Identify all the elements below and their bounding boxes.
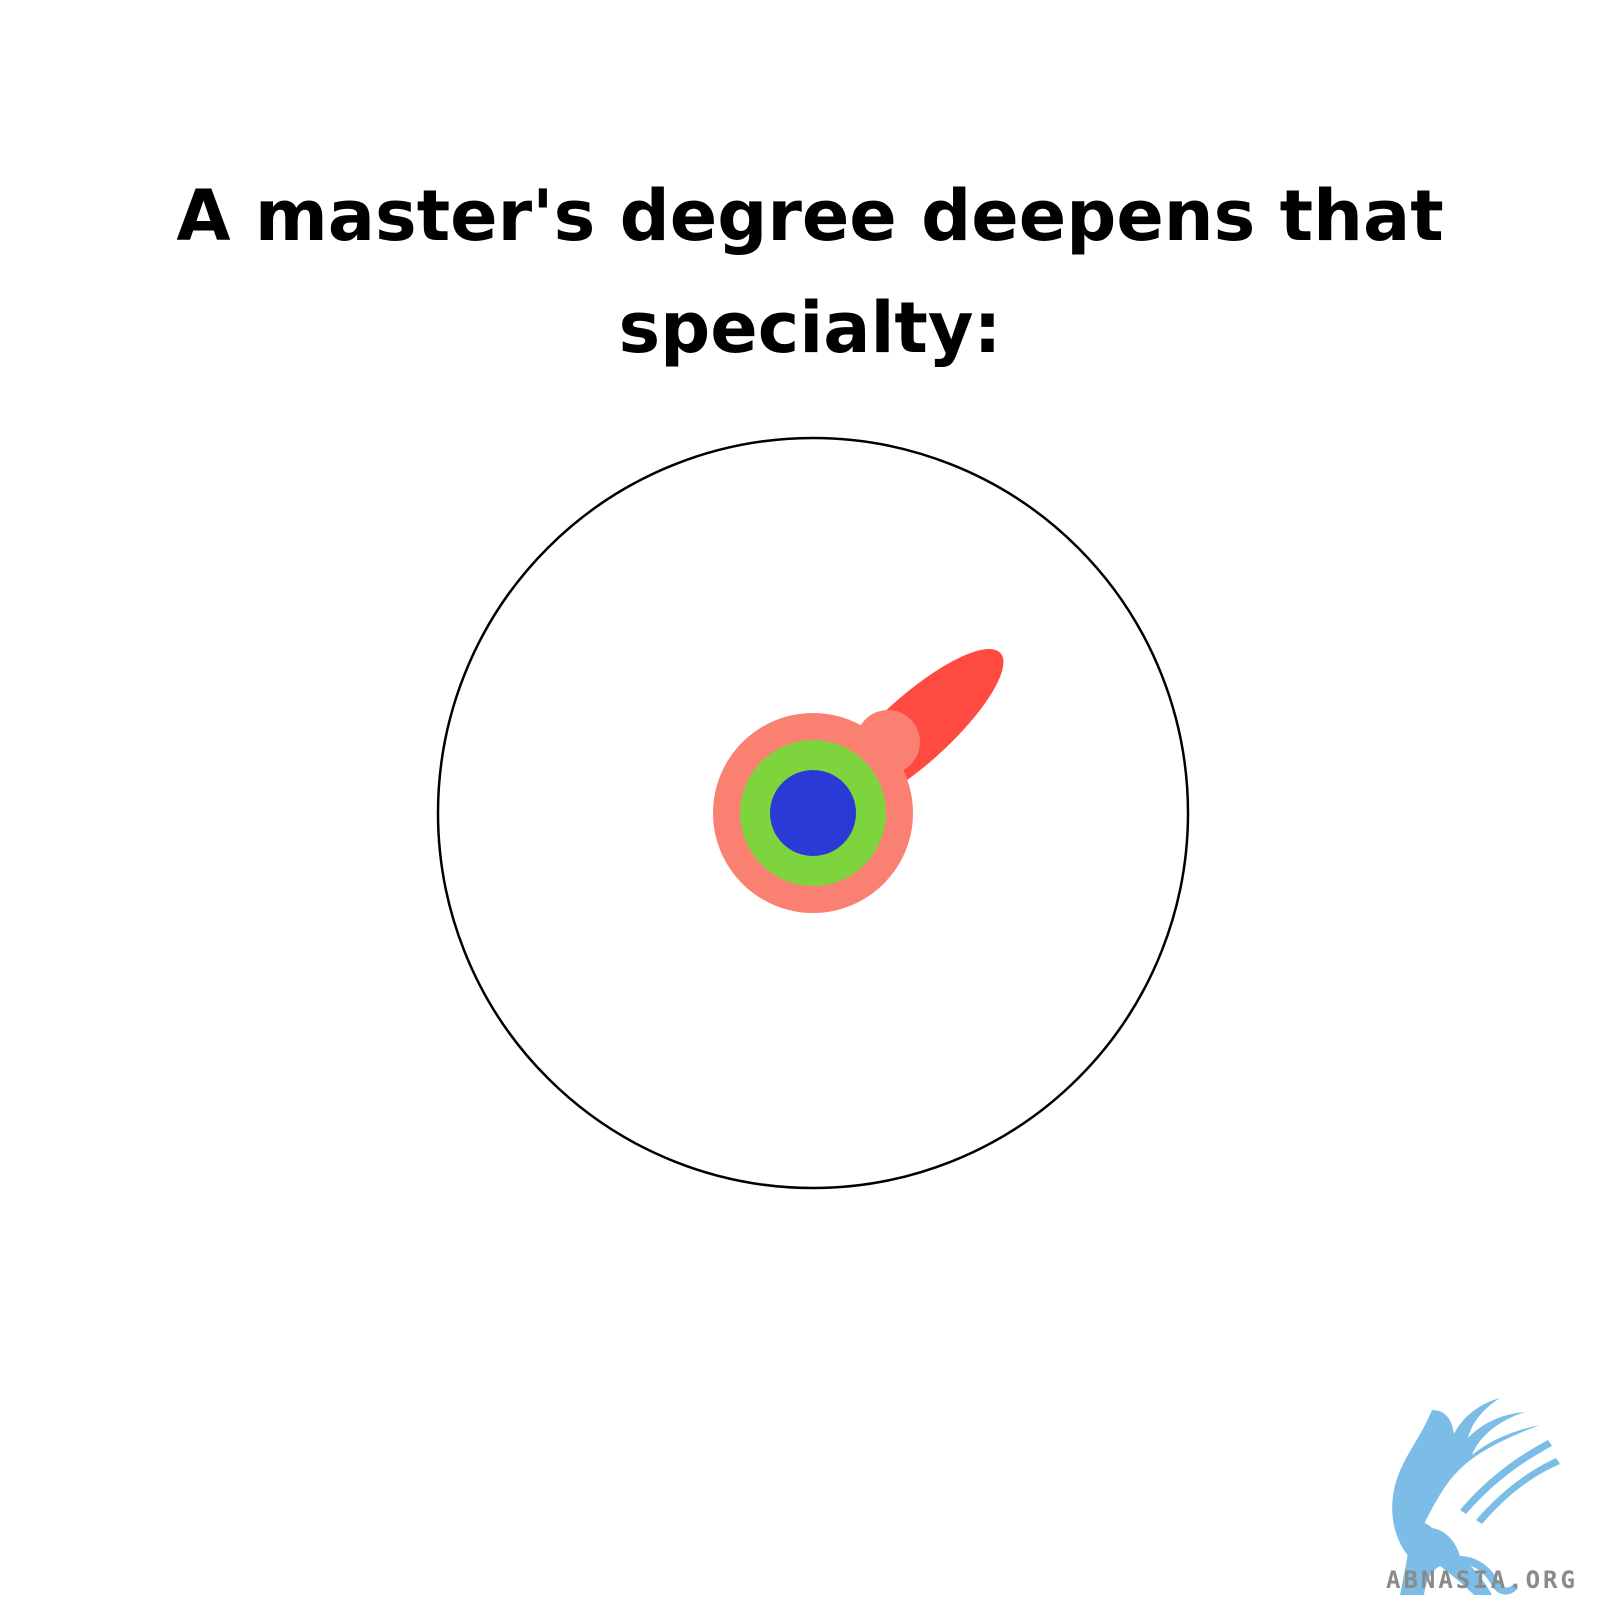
outer-circle bbox=[436, 436, 1190, 1190]
spike-base bbox=[856, 710, 920, 774]
core-circle bbox=[770, 770, 856, 856]
griffin-logo-icon bbox=[1392, 1398, 1560, 1595]
logo-text: ABNASIA.ORG bbox=[1386, 1566, 1578, 1594]
page-title: A master's degree deepens that specialty… bbox=[176, 175, 1444, 369]
